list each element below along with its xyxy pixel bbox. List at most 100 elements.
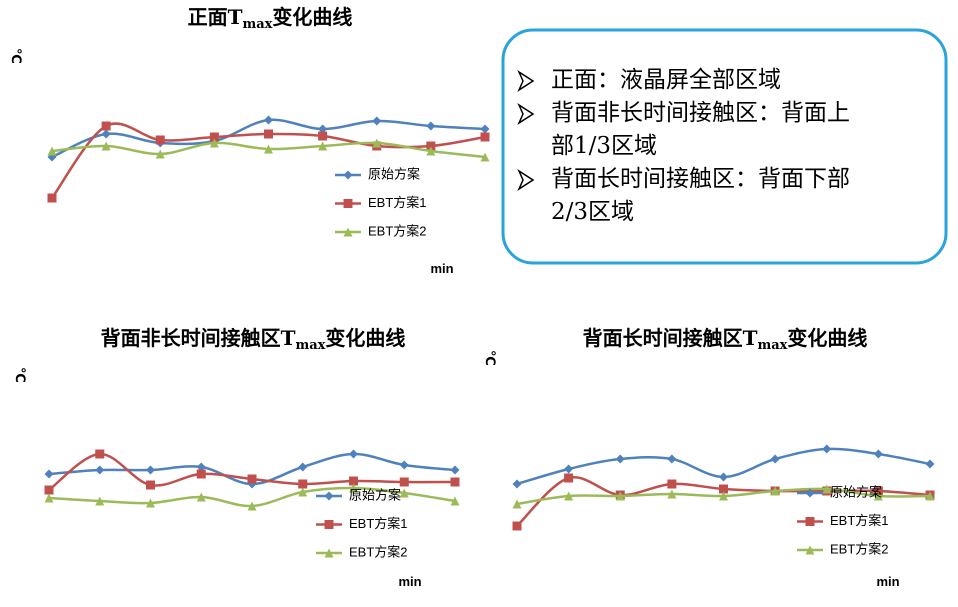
marker (667, 454, 677, 464)
legend-label: EBT方案2 (830, 541, 889, 556)
marker (298, 479, 308, 489)
marker (480, 152, 490, 162)
title-part: 变化曲线 (787, 326, 867, 350)
marker (349, 449, 358, 459)
marker (512, 479, 522, 489)
marker (719, 491, 728, 501)
marker (155, 149, 165, 159)
marker (324, 491, 334, 501)
marker (318, 141, 328, 151)
marker (146, 465, 155, 475)
marker (450, 496, 460, 506)
marker (343, 199, 353, 208)
note-text: 背面非长时间接触区：背面上 (551, 100, 850, 126)
marker (770, 454, 780, 464)
legend-label: EBT方案2 (349, 544, 408, 559)
y-axis-label: ℃ (483, 350, 498, 366)
marker (873, 449, 883, 459)
marker (343, 227, 353, 237)
marker (155, 135, 165, 145)
marker (47, 193, 57, 203)
marker (450, 465, 460, 475)
bullet (517, 169, 535, 191)
y-axis-label: ℃ (13, 367, 28, 383)
note-text: 部1/3区域 (551, 133, 657, 159)
marker (101, 121, 111, 131)
marker (349, 483, 358, 493)
marker (925, 459, 935, 469)
marker (512, 521, 522, 531)
marker (95, 449, 105, 459)
marker (247, 474, 257, 484)
marker (719, 472, 728, 482)
legend-label: 原始方案 (349, 487, 401, 502)
marker (399, 488, 409, 498)
title-part: max (242, 17, 272, 32)
marker (873, 486, 883, 496)
marker (399, 477, 409, 487)
marker (196, 469, 206, 479)
marker (805, 488, 815, 498)
bullet (517, 70, 535, 92)
note-text: 2/3区域 (551, 199, 634, 225)
marker (873, 491, 883, 501)
x-axis-label: min (398, 574, 421, 589)
marker (349, 476, 358, 486)
marker (615, 491, 625, 501)
marker (101, 141, 111, 151)
legend-label: EBT方案1 (368, 195, 427, 210)
marker (264, 115, 273, 125)
legend-label: EBT方案1 (830, 513, 889, 528)
marker (426, 141, 436, 151)
y-axis-label: ℃ (9, 48, 24, 64)
legend-label: 原始方案 (368, 166, 420, 181)
marker (95, 496, 105, 506)
marker (372, 138, 382, 148)
marker (450, 477, 460, 487)
marker (399, 460, 409, 470)
marker (667, 489, 677, 499)
marker (44, 469, 54, 479)
marker (324, 520, 334, 529)
chart-title: 正面Tmax变化曲线 (188, 5, 353, 32)
chart-title: 背面长时间接触区Tmax变化曲线 (583, 326, 868, 353)
marker (318, 131, 328, 141)
marker (209, 132, 219, 142)
marker (564, 491, 574, 501)
title-part: 背面非长时间接触区T (101, 326, 296, 350)
marker (324, 548, 334, 558)
marker (196, 462, 206, 472)
marker (146, 498, 155, 508)
marker (480, 124, 490, 134)
title-part: max (757, 338, 787, 353)
marker (480, 132, 490, 142)
marker (44, 485, 54, 495)
marker (564, 464, 574, 474)
marker (209, 138, 219, 148)
marker (146, 480, 155, 490)
marker (770, 486, 780, 496)
title-part: max (295, 338, 325, 353)
marker (343, 170, 353, 180)
title-part: 正面T (188, 5, 243, 29)
note-text: 背面长时间接触区：背面下部 (551, 166, 850, 192)
bullet (517, 103, 535, 125)
marker (47, 146, 57, 156)
legend-label: EBT方案1 (349, 516, 408, 531)
marker (564, 473, 574, 483)
title-part: 背面长时间接触区T (583, 326, 758, 350)
marker (615, 454, 625, 464)
marker (95, 465, 105, 475)
marker (426, 121, 436, 131)
title-part: 变化曲线 (325, 326, 405, 350)
legend-label: EBT方案2 (368, 223, 427, 238)
note-box (501, 28, 948, 265)
marker (426, 146, 436, 156)
marker (264, 129, 273, 139)
marker (667, 479, 677, 489)
marker (719, 484, 728, 494)
marker (196, 492, 206, 502)
marker (822, 444, 832, 454)
marker (247, 501, 257, 511)
